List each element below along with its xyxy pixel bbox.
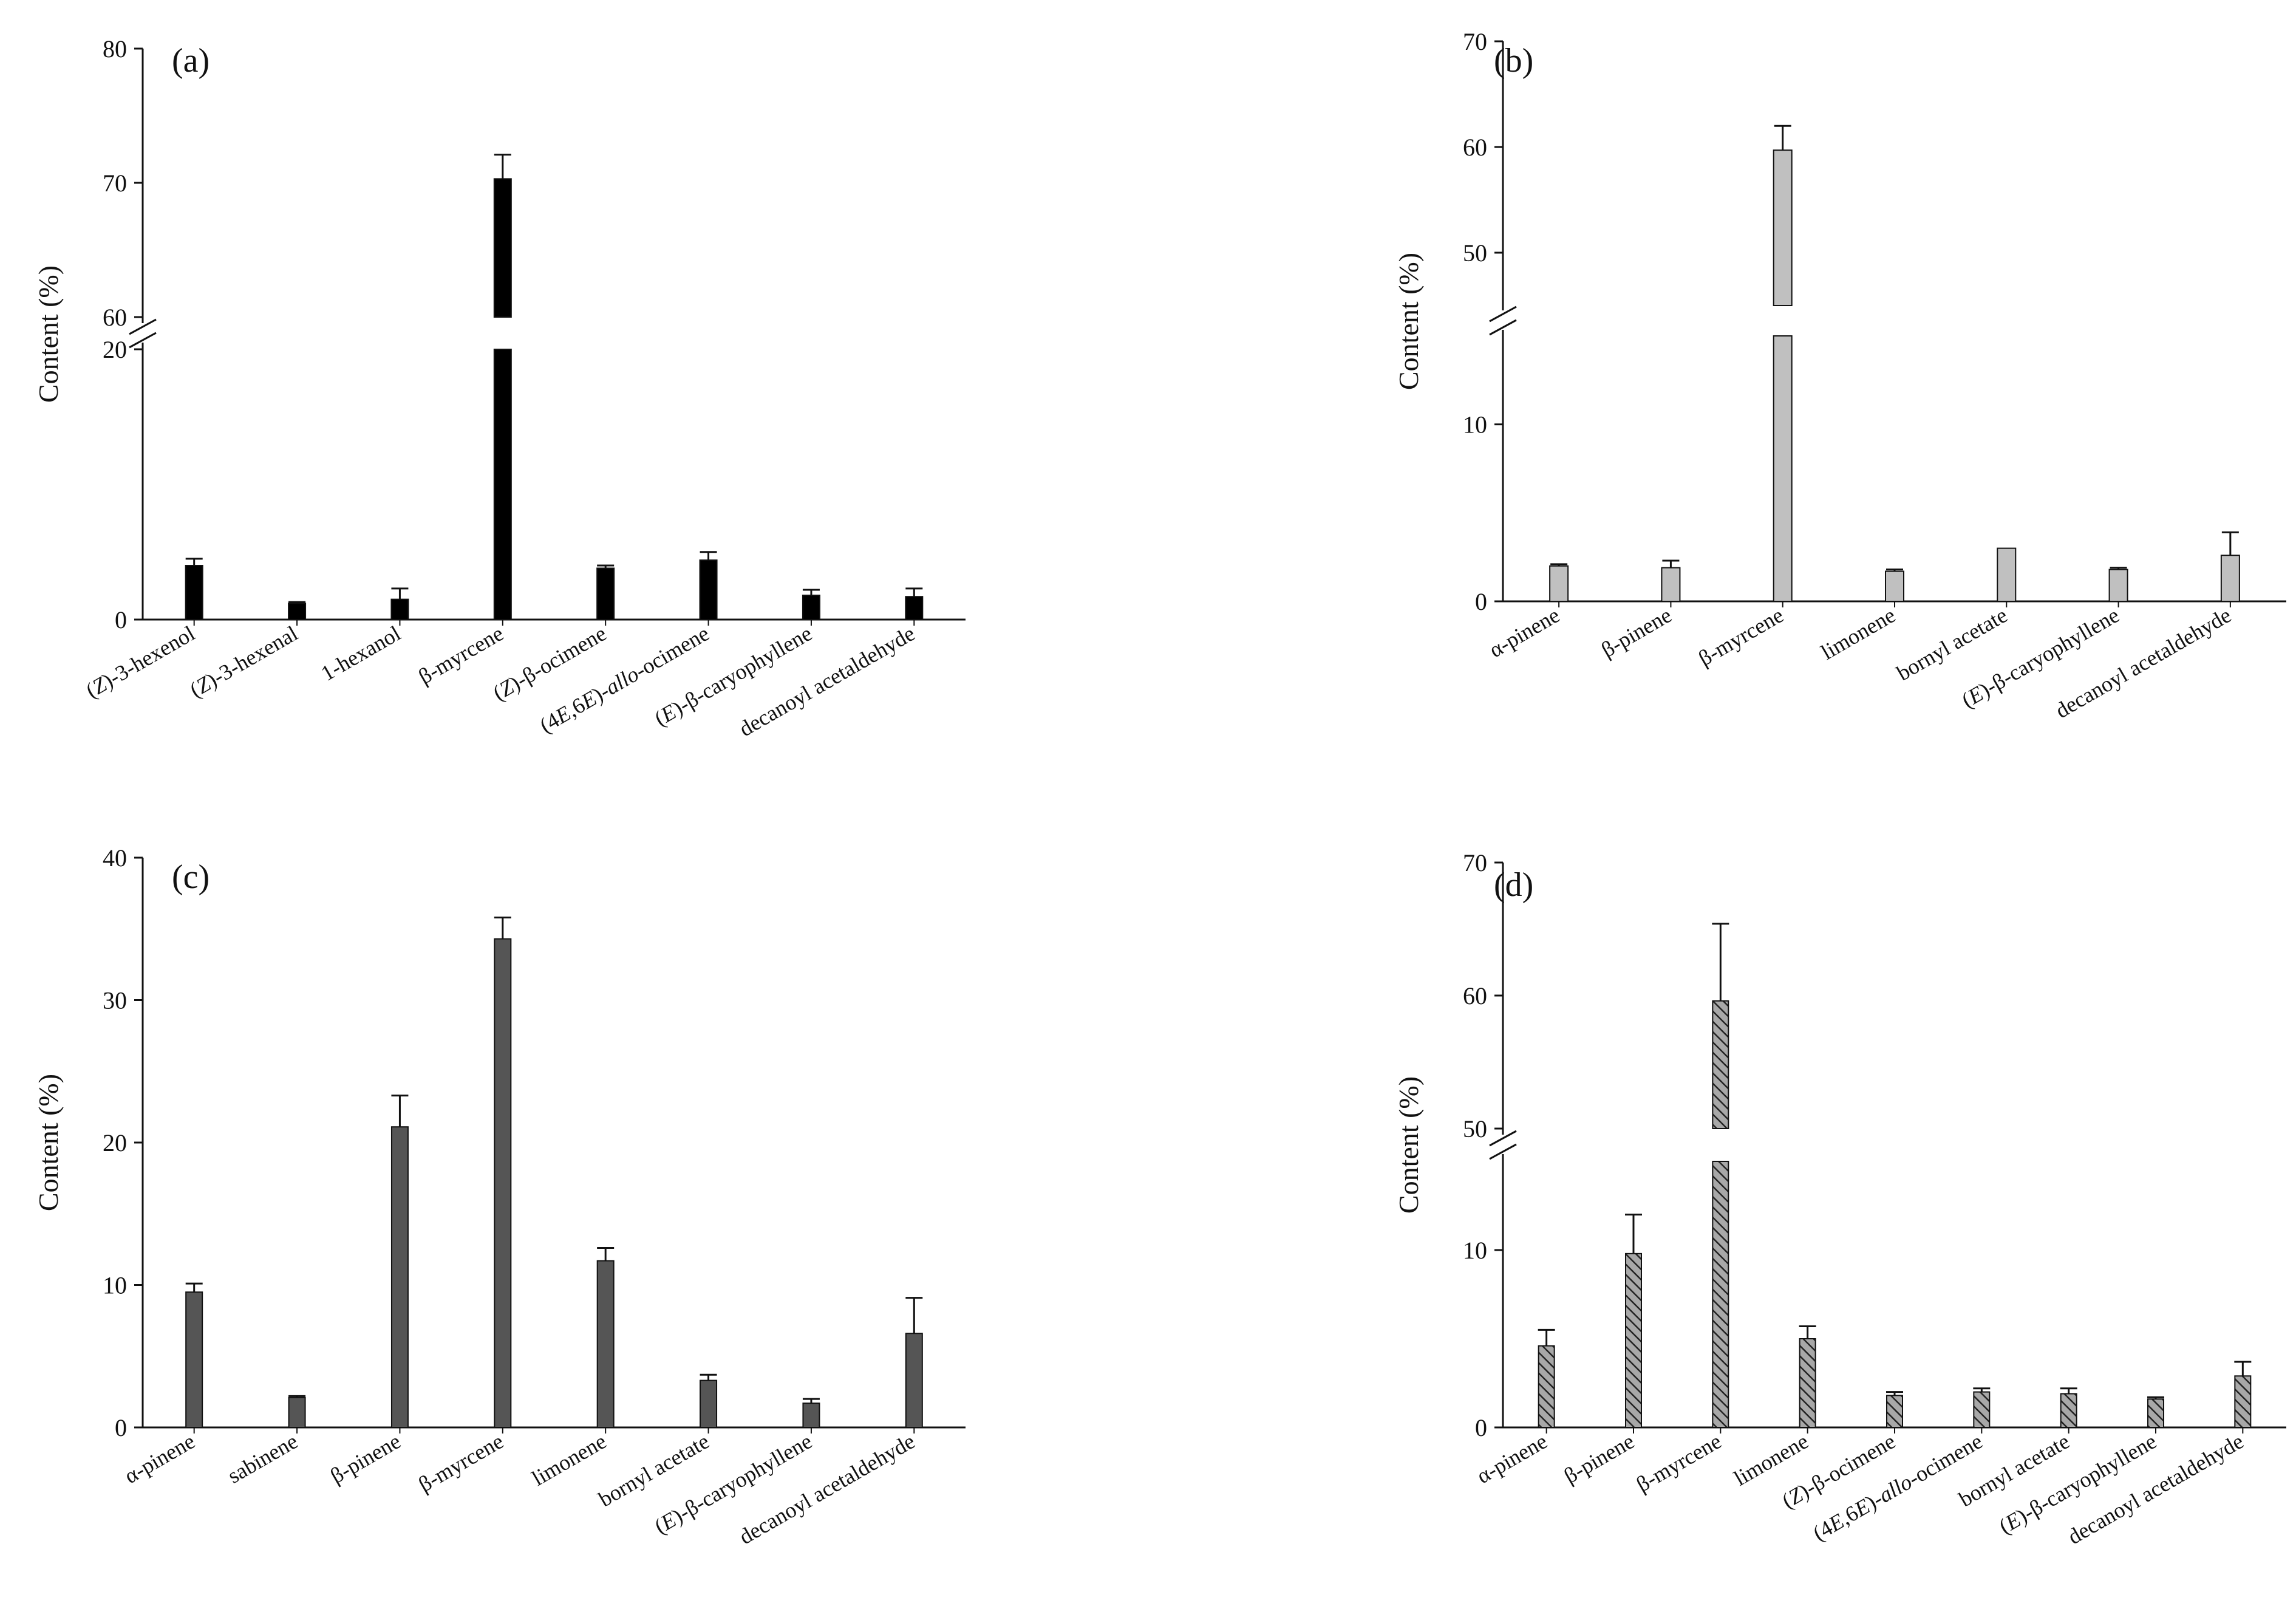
category-label: β-pinene — [1560, 1429, 1638, 1488]
category-label: decanoyl acetaldehyde — [735, 1429, 919, 1549]
y-tick-label: 0 — [115, 1414, 127, 1441]
category-label: 1-hexanol — [317, 621, 405, 686]
y-tick-label: 70 — [1463, 28, 1487, 55]
axis-break-mark — [1489, 1143, 1517, 1160]
category-label: limonene — [1817, 603, 1899, 665]
bar-lower-segment — [493, 349, 512, 620]
bar — [2220, 555, 2240, 603]
axis-break-mark — [129, 332, 157, 349]
category-label: α-pinene — [1485, 603, 1564, 662]
y-tick-label: 70 — [103, 169, 127, 197]
panel-a-chart: 0 20 60 70 80 Content (%) (a) (Z)-3-hexenol(Z)-… — [33, 35, 966, 741]
y-tick-label: 10 — [1463, 1237, 1487, 1264]
y-tick-label: 0 — [115, 606, 127, 634]
bar — [2147, 1398, 2164, 1429]
panel-label: (c) — [172, 858, 210, 896]
bar-upper-segment — [1773, 149, 1793, 306]
bar-upper-segment — [493, 178, 512, 318]
bar — [1997, 547, 2017, 602]
category-label: β-pinene — [326, 1429, 404, 1488]
category-label: sabinene — [223, 1429, 302, 1488]
panel-label: (b) — [1494, 42, 1533, 80]
y-tick-label: 50 — [1463, 1115, 1487, 1143]
y-tick-label: 0 — [1475, 1414, 1487, 1441]
y-tick-label: 0 — [1475, 588, 1487, 615]
bar — [1885, 570, 1904, 602]
category-label: (Z)-3-hexenol — [82, 621, 199, 703]
y-axis-title: Content (%) — [1393, 253, 1424, 390]
y-axis-title: Content (%) — [33, 265, 64, 403]
y-tick-label: 40 — [103, 844, 127, 872]
bar — [2060, 1393, 2077, 1429]
bar — [2234, 1375, 2252, 1429]
y-tick-label: 20 — [103, 336, 127, 363]
bar — [185, 1291, 203, 1429]
bar — [802, 594, 820, 621]
y-tick-label: 20 — [103, 1129, 127, 1157]
axis-break-mark — [1489, 306, 1517, 323]
panel-label: (a) — [172, 42, 210, 80]
bar — [288, 1396, 306, 1428]
category-label: α-pinene — [120, 1429, 199, 1488]
bar-lower-segment — [1773, 335, 1793, 602]
y-tick-label: 60 — [1463, 134, 1487, 161]
bar — [905, 596, 924, 620]
bar — [1661, 567, 1681, 602]
bar — [596, 1260, 615, 1428]
axis-break-mark — [129, 318, 157, 335]
bar-upper-segment — [1712, 1000, 1729, 1130]
category-label: β-myrcene — [1632, 1429, 1726, 1497]
panel-c-chart: 0 10 20 30 40 Content (%) (c) α-pinene sabinene β… — [33, 844, 966, 1549]
panel-b-chart: 0 10 50 60 70 Content (%) (b) α-pinene β-pinene β… — [1393, 28, 2286, 723]
bar — [699, 559, 718, 620]
category-label: decanoyl acetaldehyde — [735, 621, 919, 741]
bar — [1549, 565, 1569, 603]
y-tick-label: 10 — [103, 1272, 127, 1299]
bar-lower-segment — [1712, 1161, 1729, 1428]
bar — [390, 598, 409, 620]
y-axis-title: Content (%) — [1393, 1076, 1424, 1214]
bar — [1538, 1345, 1555, 1428]
panel-label: (d) — [1494, 866, 1533, 904]
category-label: β-myrcene — [414, 621, 508, 689]
y-tick-label: 30 — [103, 987, 127, 1014]
bar — [1625, 1252, 1642, 1429]
bar — [2108, 569, 2128, 602]
y-tick-label: 10 — [1463, 411, 1487, 439]
category-label: (4E,6E)-allo-ocimene — [536, 621, 714, 737]
bar — [700, 1379, 718, 1428]
bar — [288, 603, 307, 620]
bar — [905, 1333, 923, 1428]
y-axis-title: Content (%) — [33, 1074, 64, 1211]
bar — [1886, 1395, 1903, 1428]
category-label: β-myrcene — [414, 1429, 508, 1497]
category-label: (Z)-3-hexenal — [186, 621, 302, 702]
axis-break-mark — [1489, 1130, 1517, 1147]
bar — [494, 938, 512, 1429]
y-tick-label: 70 — [1463, 849, 1487, 876]
y-tick-label: 60 — [103, 304, 127, 331]
bar — [390, 1126, 409, 1428]
y-tick-label: 60 — [1463, 982, 1487, 1010]
category-label: limonene — [528, 1429, 610, 1491]
bar — [802, 1403, 820, 1429]
category-label: β-pinene — [1597, 603, 1675, 662]
bar — [185, 565, 203, 620]
y-tick-label: 80 — [103, 35, 127, 63]
bar — [596, 567, 615, 621]
axis-break-mark — [1489, 319, 1517, 336]
y-tick-label: 50 — [1463, 239, 1487, 267]
bar — [1799, 1338, 1816, 1428]
bar — [1973, 1391, 1991, 1429]
category-label: β-myrcene — [1694, 603, 1788, 671]
